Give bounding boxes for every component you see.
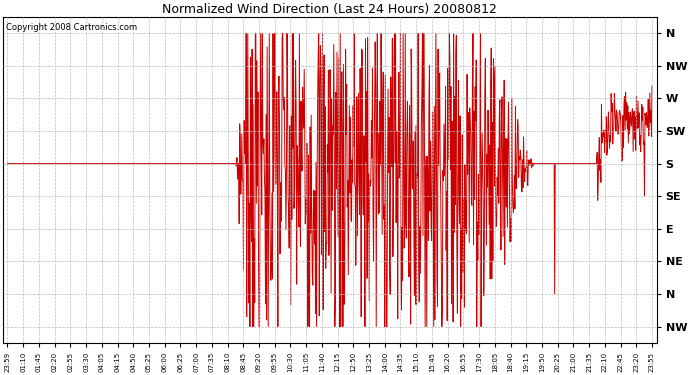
Text: Copyright 2008 Cartronics.com: Copyright 2008 Cartronics.com — [6, 24, 137, 33]
Title: Normalized Wind Direction (Last 24 Hours) 20080812: Normalized Wind Direction (Last 24 Hours… — [162, 3, 497, 16]
